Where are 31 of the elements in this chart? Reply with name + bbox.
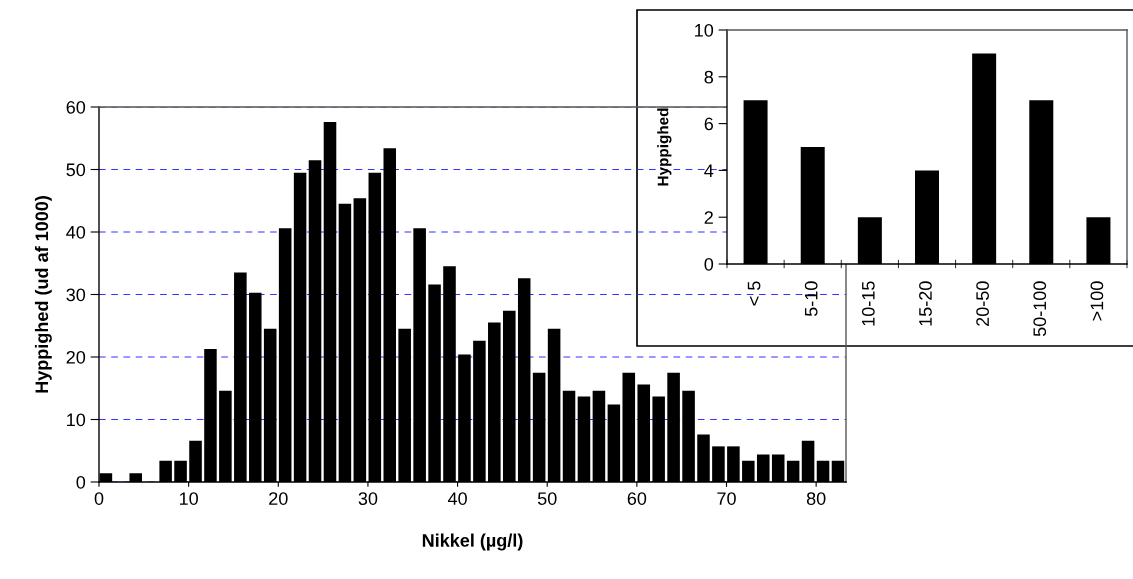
x-tick-label: 80 — [806, 492, 826, 505]
x-tick-label: 5-10 — [804, 281, 818, 317]
y-tick-label: 10 — [67, 413, 86, 427]
y-tick-label: 8 — [704, 70, 714, 84]
x-tick-label: 20-50 — [976, 281, 989, 326]
x-tick-label: 60 — [627, 492, 647, 505]
x-tick-label: 10-15 — [861, 281, 875, 326]
y-tick-label: 2 — [704, 211, 713, 224]
x-tick-label: 0 — [94, 492, 104, 505]
y-tick-label: 6 — [704, 117, 714, 131]
y-axis-title: Hyppighed (ud af 1000) — [34, 196, 52, 393]
y-tick-label: 0 — [76, 475, 86, 489]
x-axis-title: Nikkel (µg/l) — [422, 533, 523, 551]
x-tick-label: 50 — [537, 492, 557, 505]
y-tick-label: 0 — [704, 257, 714, 271]
x-tick-label: >100 — [1090, 281, 1104, 321]
y-tick-label: 50 — [66, 163, 86, 177]
y-tick-label: 20 — [66, 350, 86, 364]
x-tick-label: 15-20 — [919, 281, 932, 326]
x-tick-label: 30 — [358, 492, 378, 505]
x-tick-label: 70 — [717, 492, 736, 505]
y-tick-label: 10 — [695, 23, 714, 37]
x-tick-label: 40 — [447, 492, 467, 505]
x-tick-label: 50-100 — [1033, 281, 1047, 337]
x-tick-label: < 5 — [747, 281, 761, 306]
x-tick-label: 10 — [179, 492, 198, 505]
x-tick-label: 20 — [269, 492, 288, 505]
y-tick-label: 60 — [66, 100, 86, 114]
y-tick-label: 40 — [66, 225, 86, 239]
y-axis-title: Hyppighed — [657, 108, 672, 186]
y-tick-label: 4 — [704, 164, 714, 177]
